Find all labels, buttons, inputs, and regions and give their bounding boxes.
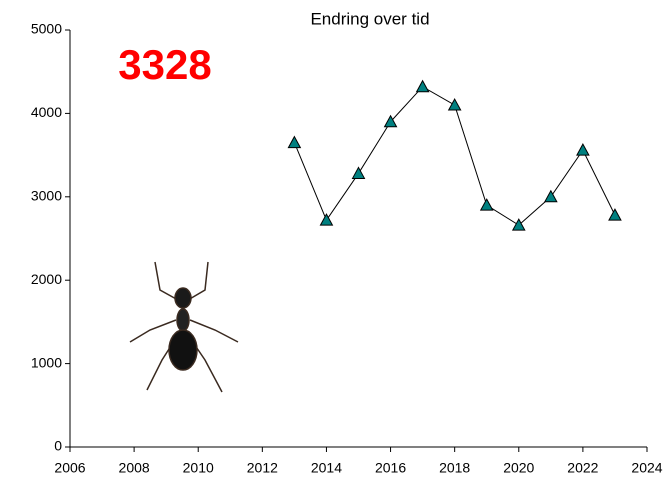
x-tick-label: 2008: [119, 460, 150, 476]
y-tick-label: 4000: [31, 104, 62, 120]
x-tick-label: 2006: [54, 460, 85, 476]
marker: [511, 218, 526, 231]
marker: [383, 114, 398, 128]
x-tick-label: 2018: [439, 460, 470, 476]
x-tick-label: 2020: [503, 460, 534, 476]
marker: [415, 79, 430, 93]
marker: [479, 198, 494, 211]
x-tick-label: 2010: [183, 460, 214, 476]
marker: [447, 98, 462, 111]
x-tick-label: 2022: [567, 460, 598, 476]
marker: [576, 143, 590, 156]
chart-title: Endring over tid: [310, 9, 429, 28]
y-tick-label: 1000: [31, 354, 62, 370]
annotation: 3328: [118, 41, 211, 88]
marker: [351, 166, 366, 179]
x-tick-label: 2012: [247, 460, 278, 476]
x-tick-label: 2016: [375, 460, 406, 476]
y-tick-label: 5000: [31, 21, 62, 37]
marker: [543, 189, 558, 203]
x-tick-label: 2014: [311, 460, 342, 476]
marker: [319, 213, 334, 226]
marker: [287, 135, 302, 149]
x-tick-label: 2024: [631, 460, 662, 476]
ant-image: [129, 261, 239, 393]
y-tick-label: 3000: [31, 188, 62, 204]
y-tick-label: 2000: [31, 271, 62, 287]
marker: [608, 208, 622, 221]
y-tick-label: 0: [54, 438, 62, 454]
